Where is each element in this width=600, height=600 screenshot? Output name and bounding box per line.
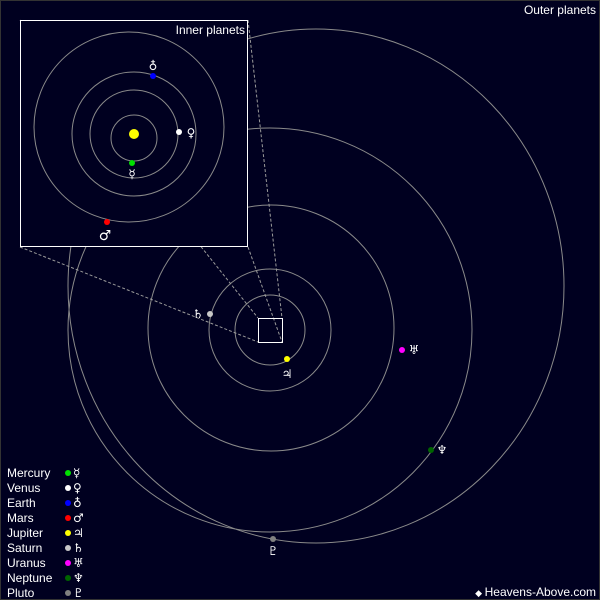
- inset-title: Inner planets: [176, 23, 245, 37]
- planet-mars: ♂: [99, 219, 112, 244]
- legend-item-venus: Venus ♀: [7, 481, 82, 495]
- diagram-title: Outer planets: [524, 3, 596, 17]
- orbit-neptune: [67, 127, 473, 533]
- legend-item-mars: Mars ♂: [7, 511, 84, 525]
- legend-dot: [65, 500, 71, 506]
- planet-symbol: ☿: [128, 167, 135, 181]
- legend-dot: [65, 530, 71, 536]
- planet-uranus: ♅: [399, 343, 419, 357]
- legend-label: Earth: [7, 496, 36, 510]
- planet-dot: [428, 447, 434, 453]
- legend-label: Pluto: [7, 586, 35, 600]
- sun: [129, 129, 139, 139]
- planet-symbol: ♃: [282, 367, 293, 381]
- legend-dot: [65, 545, 71, 551]
- planet-symbol: ♀: [187, 126, 196, 140]
- satellite-icon: ◆: [475, 589, 482, 599]
- legend-item-mercury: Mercury ☿: [7, 466, 80, 480]
- legend-symbol: ♇: [73, 586, 84, 600]
- orbit-pluto: [67, 28, 565, 544]
- planet-neptune: ♆: [428, 443, 447, 457]
- planet-dot: [129, 160, 135, 166]
- planet-symbol: ♄: [193, 307, 204, 321]
- planet-dot: [399, 347, 405, 353]
- orbit-uranus: [147, 204, 395, 452]
- legend: Mercury ☿ Venus ♀ Earth ♁ Mars ♂ Jupiter ♃ Saturn ♄…: [7, 466, 84, 600]
- legend-dot: [65, 590, 71, 596]
- inner-planets-inset: Inner planets ☿ ♀ ♁ ♂: [20, 20, 248, 247]
- legend-label: Venus: [7, 481, 40, 495]
- legend-item-jupiter: Jupiter ♃: [7, 526, 84, 540]
- legend-label: Jupiter: [7, 526, 43, 540]
- connector-line: [247, 246, 283, 343]
- legend-dot: [65, 575, 71, 581]
- planet-dot: [104, 219, 110, 225]
- orbit-jupiter: [234, 294, 306, 366]
- planet-symbol: ♆: [437, 443, 448, 457]
- orbit-mars: [33, 31, 225, 223]
- planet-symbol: ♁: [149, 59, 158, 73]
- legend-symbol: ♁: [73, 496, 82, 510]
- legend-symbol: ♃: [73, 526, 84, 540]
- planet-saturn: ♄: [193, 307, 213, 321]
- credit: ◆ Heavens-Above.com: [475, 585, 596, 599]
- legend-symbol: ♀: [73, 481, 82, 495]
- legend-item-pluto: Pluto ♇: [7, 586, 84, 600]
- planet-venus: ♀: [176, 126, 195, 140]
- legend-symbol: ♂: [73, 511, 84, 525]
- legend-item-earth: Earth ♁: [7, 496, 82, 510]
- orbit-saturn: [208, 268, 332, 392]
- planet-dot: [270, 536, 276, 542]
- legend-symbol: ♆: [73, 571, 84, 585]
- connector-line: [19, 246, 259, 343]
- orbit-earth: [71, 71, 197, 197]
- credit-text[interactable]: Heavens-Above.com: [485, 585, 596, 599]
- planet-jupiter: ♃: [282, 356, 293, 381]
- legend-label: Mars: [7, 511, 34, 525]
- planet-dot: [150, 73, 156, 79]
- legend-dot: [65, 470, 71, 476]
- legend-label: Neptune: [7, 571, 53, 585]
- planet-earth: ♁: [149, 59, 158, 79]
- legend-symbol: ☿: [73, 466, 80, 480]
- legend-item-neptune: Neptune ♆: [7, 571, 84, 585]
- legend-item-uranus: Uranus ♅: [7, 556, 84, 570]
- legend-item-saturn: Saturn ♄: [7, 541, 84, 555]
- inner-region-box: [258, 318, 283, 343]
- planet-symbol: ♇: [268, 544, 279, 558]
- legend-label: Uranus: [7, 556, 46, 570]
- legend-dot: [65, 485, 71, 491]
- legend-dot: [65, 515, 71, 521]
- planet-dot: [176, 129, 182, 135]
- legend-symbol: ♄: [73, 541, 84, 555]
- legend-label: Saturn: [7, 541, 42, 555]
- planet-mercury: ☿: [128, 160, 136, 181]
- planet-symbol: ♂: [99, 228, 112, 244]
- planet-dot: [284, 356, 290, 362]
- outer-orbits: [67, 28, 565, 544]
- planet-symbol: ♅: [409, 343, 420, 357]
- planet-dot: [207, 311, 213, 317]
- legend-label: Mercury: [7, 466, 50, 480]
- legend-dot: [65, 560, 71, 566]
- planet-pluto: ♇: [268, 536, 279, 558]
- legend-symbol: ♅: [73, 556, 84, 570]
